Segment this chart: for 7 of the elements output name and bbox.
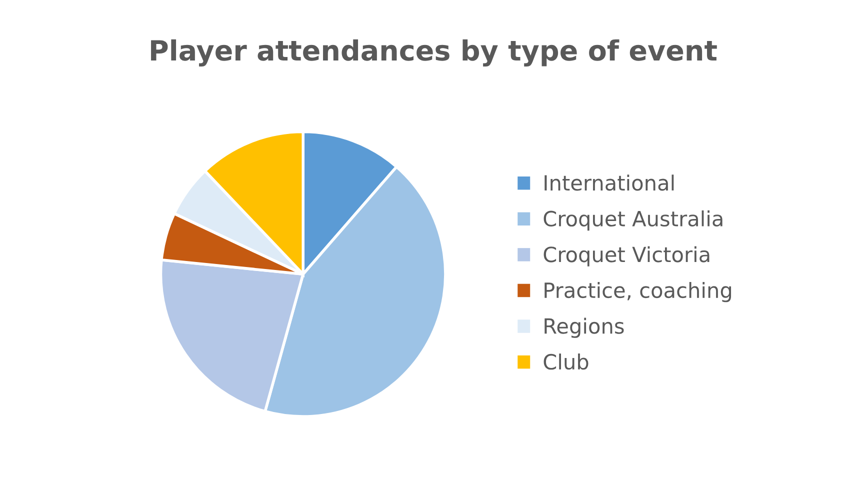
legend-label: International	[544, 174, 674, 191]
legend-label: Croquet Victoria	[544, 246, 710, 266]
legend-label: Croquet Australia	[544, 210, 722, 231]
legend-label: Club	[544, 354, 588, 370]
legend-label: Practice, coaching	[544, 282, 732, 302]
chart-title: Player attendances by type of event	[151, 39, 717, 66]
legend-label: Regions	[544, 318, 624, 338]
